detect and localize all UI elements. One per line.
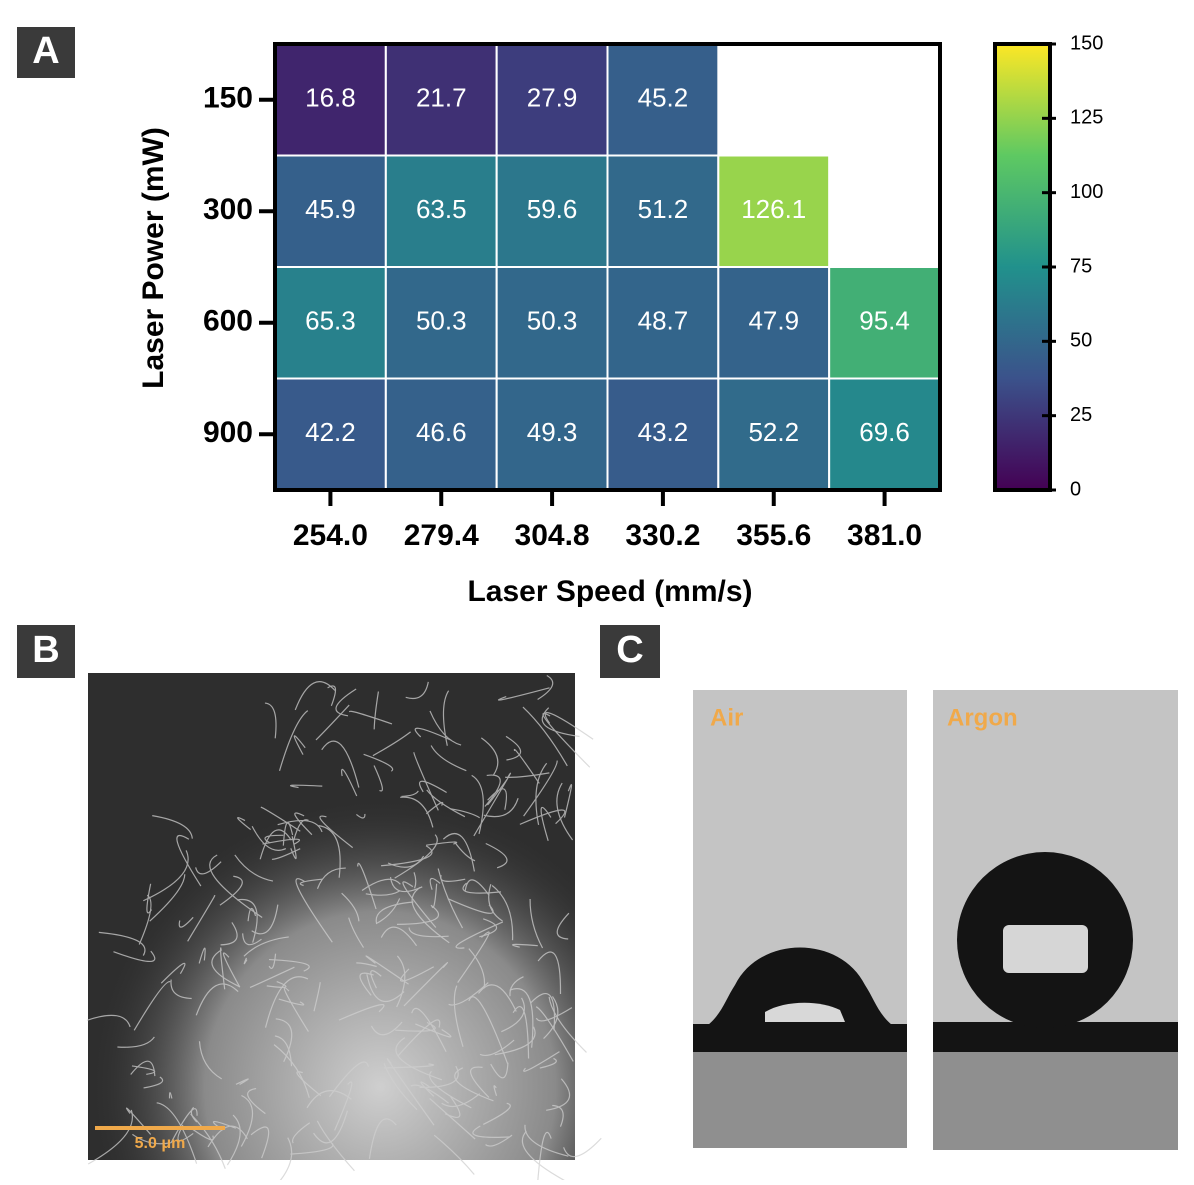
heatmap-cell <box>717 154 831 268</box>
colorbar-tick-label: 75 <box>1070 255 1092 277</box>
heatmap-cell <box>274 154 387 268</box>
cell-label: 16.8 <box>305 83 356 113</box>
heatmap-cell <box>717 377 831 491</box>
colorbar-tick-label: 25 <box>1070 404 1092 426</box>
cell-label: 52.2 <box>748 417 799 447</box>
cell-label: 21.7 <box>416 83 467 113</box>
cell-label: 46.6 <box>416 417 467 447</box>
heatmap-cell <box>384 154 498 268</box>
cell-label: 69.6 <box>859 417 910 447</box>
heatmap: Laser Speed (mm/s) Laser Power (mW) 16.8… <box>137 32 1103 608</box>
cell-label: 51.2 <box>638 194 689 224</box>
x-tick-label: 304.8 <box>515 519 590 552</box>
x-tick-label: 279.4 <box>404 519 479 552</box>
heatmap-cell <box>828 266 942 380</box>
panel-label-box <box>600 625 660 678</box>
panel-label: C <box>616 629 643 671</box>
x-tick-label: 254.0 <box>293 519 368 552</box>
heatmap-cell <box>828 377 942 491</box>
cell-label: 48.7 <box>638 306 689 336</box>
cell-label: 42.2 <box>305 417 356 447</box>
y-tick-label: 150 <box>203 82 253 115</box>
x-axis-label: Laser Speed (mm/s) <box>467 575 752 608</box>
panel-label: B <box>32 629 59 671</box>
heatmap-cell <box>717 266 831 380</box>
cell-label: 126.1 <box>741 194 806 224</box>
cell-label: 47.9 <box>748 306 799 336</box>
heatmap-cell <box>606 266 720 380</box>
cell-label: 63.5 <box>416 194 467 224</box>
heatmap-cell <box>384 377 498 491</box>
cell-label: 50.3 <box>527 306 578 336</box>
panel-label: A <box>32 30 59 72</box>
cell-label: 49.3 <box>527 417 578 447</box>
y-tick-label: 300 <box>203 193 253 226</box>
y-tick-label: 600 <box>203 305 253 338</box>
cell-label: 43.2 <box>638 417 689 447</box>
cell-label: 50.3 <box>416 306 467 336</box>
y-tick-label: 900 <box>203 416 253 449</box>
sem-image: 5.0 μm <box>86 673 602 1185</box>
y-axis-label: Laser Power (mW) <box>137 127 170 389</box>
panel-label-box <box>17 625 75 678</box>
heatmap-cell <box>606 377 720 491</box>
scale-bar-label: 5.0 μm <box>135 1135 186 1152</box>
cell-label: 65.3 <box>305 306 356 336</box>
droplet-argon: Argon <box>933 690 1178 1150</box>
cell-label: 95.4 <box>859 306 910 336</box>
colorbar <box>993 42 1052 492</box>
plot-frame <box>273 42 942 492</box>
condition-label: Air <box>710 704 743 731</box>
panel-label-box <box>17 27 75 78</box>
cell-label: 27.9 <box>527 83 578 113</box>
colorbar-tick-label: 100 <box>1070 181 1103 203</box>
colorbar-tick-label: 50 <box>1070 330 1092 352</box>
heatmap-cell <box>495 154 609 268</box>
condition-label: Argon <box>947 704 1018 731</box>
cell-label: 45.2 <box>638 83 689 113</box>
x-tick-label: 355.6 <box>736 519 811 552</box>
colorbar-tick-label: 125 <box>1070 107 1103 129</box>
colorbar-tick-label: 0 <box>1070 478 1081 500</box>
x-tick-label: 381.0 <box>847 519 922 552</box>
heatmap-cell <box>606 43 720 157</box>
cell-label: 45.9 <box>305 194 356 224</box>
cell-label: 59.6 <box>527 194 578 224</box>
droplet-air: Air <box>693 690 907 1148</box>
x-tick-label: 330.2 <box>625 519 700 552</box>
colorbar-tick-label: 150 <box>1070 32 1103 54</box>
